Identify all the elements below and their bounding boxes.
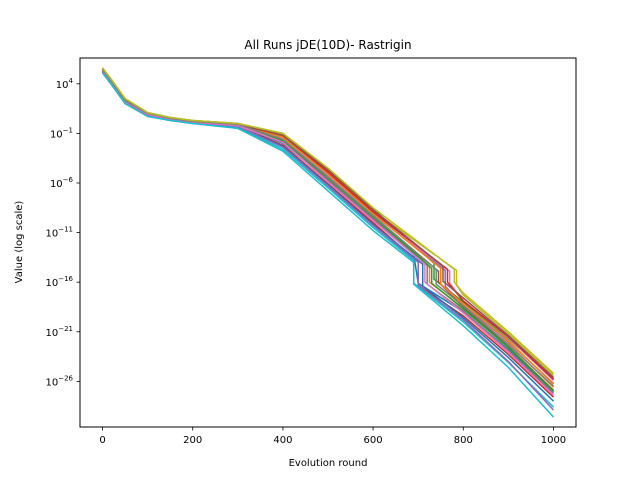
x-tick-label: 0: [99, 435, 105, 446]
series-line-18: [101, 69, 555, 387]
series-line-15: [101, 71, 555, 411]
x-axis-label: Evolution round: [289, 458, 368, 469]
series-layer: [101, 67, 555, 418]
y-tick-label: 10−11: [45, 226, 73, 240]
plot-frame: [79, 57, 577, 428]
y-tick-label: 10−16: [45, 275, 73, 289]
x-tick-label: 600: [364, 435, 383, 446]
series-line-17: [101, 70, 555, 396]
x-tick-label: 400: [273, 435, 292, 446]
x-tick-label: 800: [454, 435, 473, 446]
series-line-19: [101, 67, 555, 374]
y-axis-label: Value (log scale): [14, 201, 25, 284]
x-tick-label: 200: [183, 435, 202, 446]
y-axis: 104 10−1 10−6 10−11 10−16 10−21 10−26: [45, 77, 80, 388]
series-line-20: [101, 72, 555, 418]
y-tick-label: 10−6: [50, 176, 74, 190]
x-axis: 0 200 400 600 800 1000: [99, 427, 566, 446]
y-tick-label: 10−21: [45, 325, 73, 339]
y-tick-label: 10−26: [45, 374, 73, 388]
y-tick-label: 10−1: [50, 126, 73, 140]
chart-title: All Runs jDE(10D)- Rastrigin: [244, 38, 411, 52]
x-tick-label: 1000: [541, 435, 566, 446]
y-tick-label: 104: [56, 77, 74, 91]
